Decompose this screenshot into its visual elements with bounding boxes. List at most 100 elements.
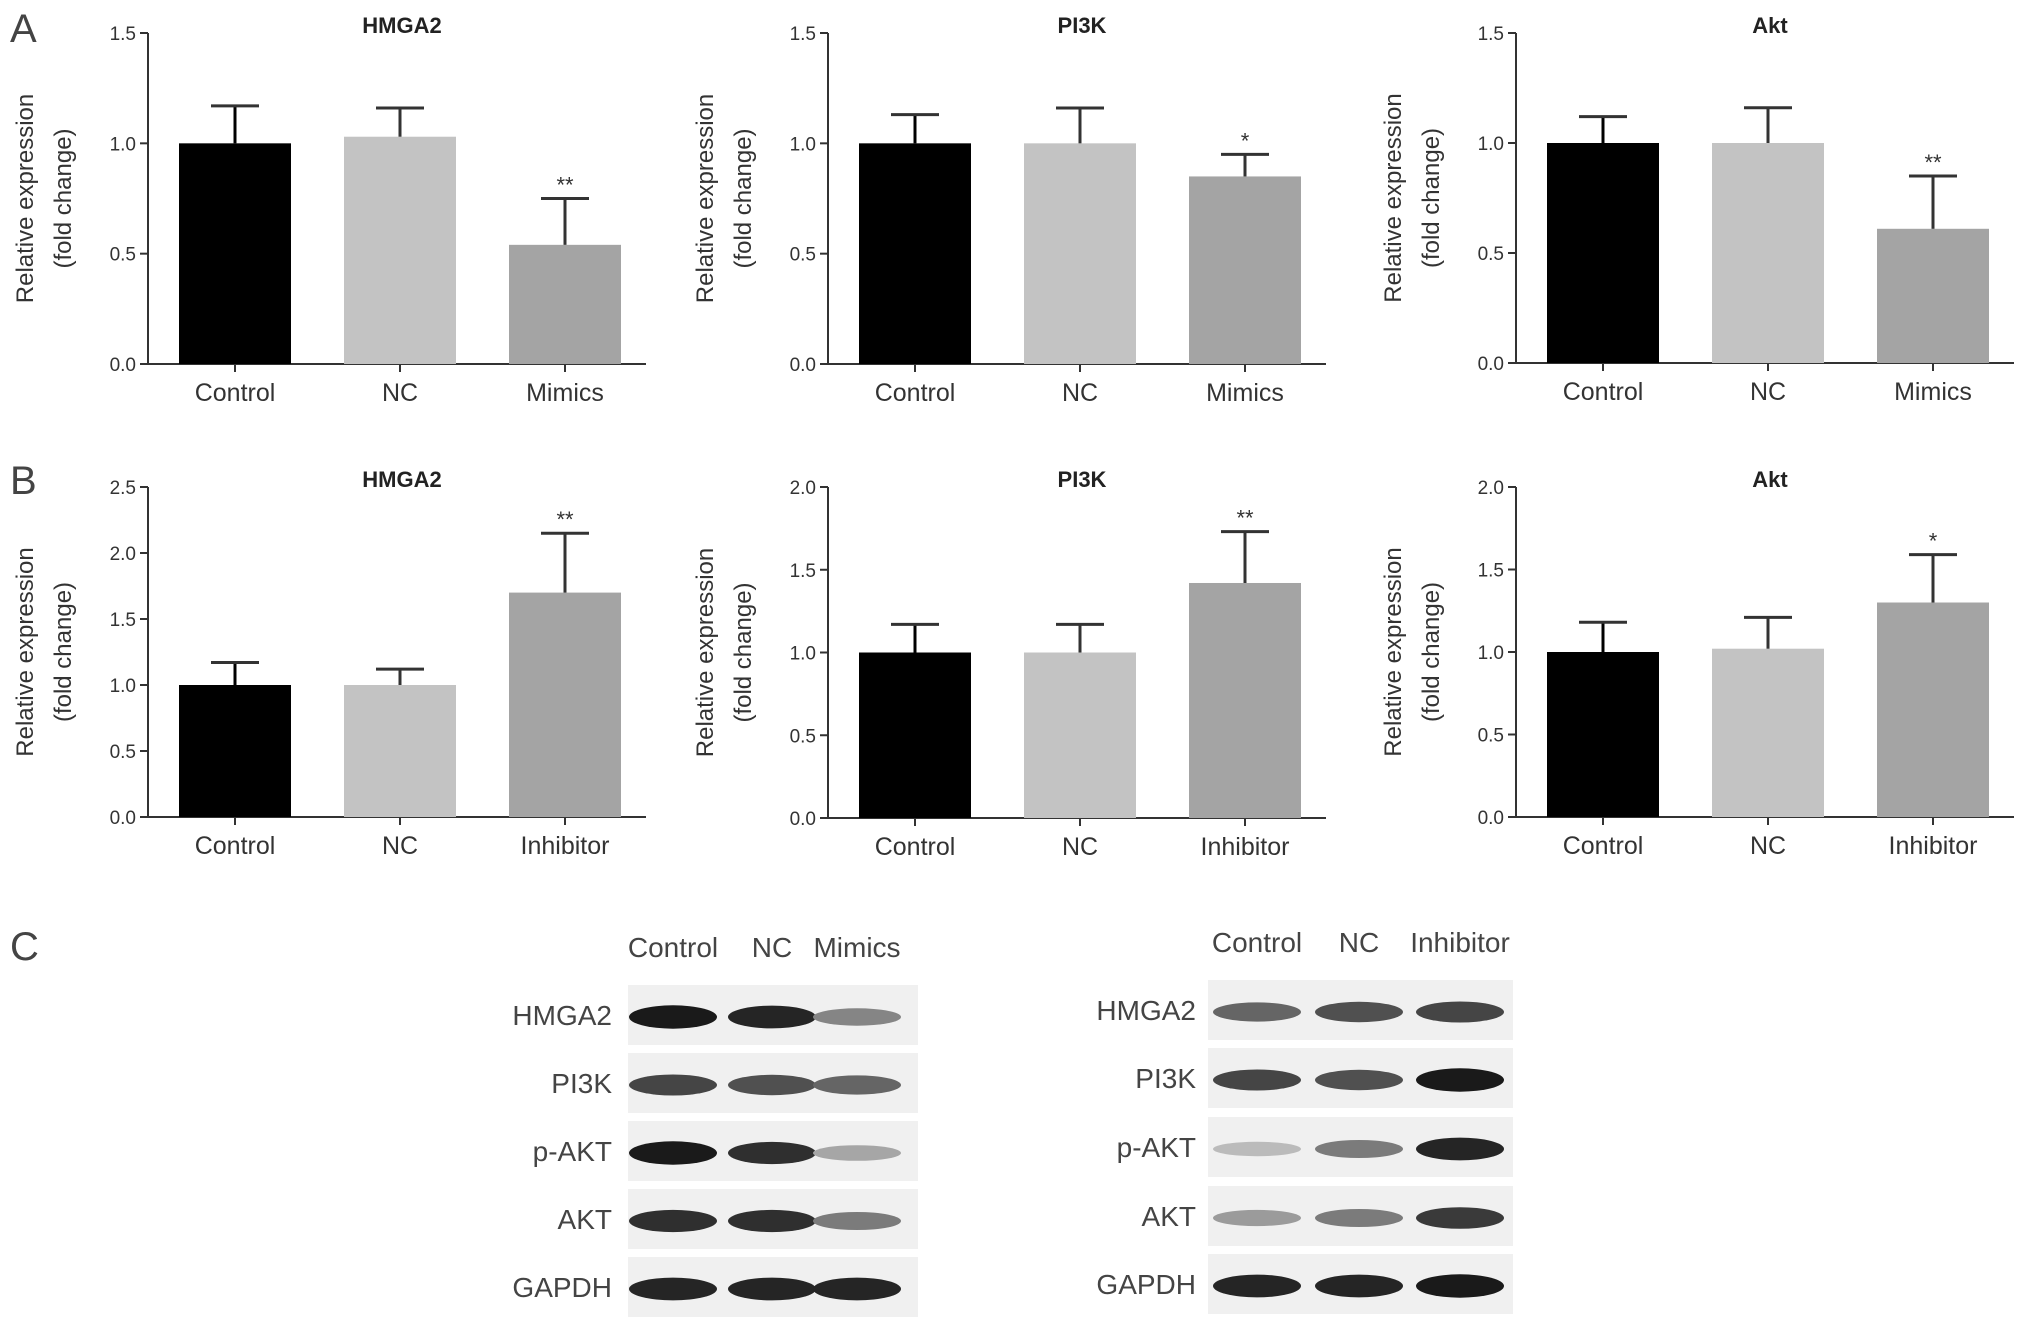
blot-band <box>629 1074 717 1096</box>
y-tick-label: 1.0 <box>110 134 136 155</box>
y-axis-label: Relative expression <box>692 548 719 757</box>
x-tick-label: Control <box>1563 832 1644 860</box>
bar <box>1877 228 1989 363</box>
y-tick-label: 0.0 <box>790 355 816 376</box>
blot-row-label: AKT <box>558 1204 612 1235</box>
significance-label: ** <box>1924 150 1942 175</box>
bar <box>1189 582 1301 818</box>
blot-band <box>1315 1209 1403 1227</box>
bar <box>509 592 621 817</box>
x-tick-label: Mimics <box>1206 379 1284 407</box>
blot-band <box>629 1005 717 1029</box>
blot-band <box>1315 1069 1403 1091</box>
chart-b-hmga2: HMGA2 Relative expression (fold change) 0.0… <box>12 467 646 860</box>
y-axis-label: Relative expression <box>692 94 719 303</box>
lane-label: Control <box>1212 927 1302 958</box>
x-tick-label: Control <box>195 832 276 860</box>
blot-band <box>629 1209 717 1233</box>
blot-band <box>1315 1001 1403 1023</box>
western-blots: Control NC MimicsHMGA2PI3Kp-AKTAKTGAPDHCon… <box>512 927 1513 1317</box>
x-tick-label: NC <box>1062 833 1098 861</box>
y-axis-label: (fold change) <box>1418 582 1445 722</box>
y-axis-label: (fold change) <box>730 128 757 268</box>
y-tick-label: 0.0 <box>1478 354 1504 375</box>
y-tick-label: 2.0 <box>790 478 816 499</box>
y-tick-label: 0.0 <box>1478 808 1504 829</box>
y-tick-label: 1.0 <box>790 134 816 155</box>
y-tick-label: 1.5 <box>790 561 816 582</box>
y-tick-label: 0.5 <box>1478 244 1504 265</box>
blot-band <box>1213 1274 1301 1298</box>
y-axis-label: Relative expression <box>12 94 39 303</box>
bar <box>1547 652 1659 817</box>
blot-band <box>1416 1068 1504 1092</box>
panel-label-b: B <box>10 459 37 503</box>
blot-band <box>1213 1209 1301 1227</box>
y-tick-label: 2.0 <box>110 544 136 565</box>
y-tick-label: 0.5 <box>790 726 816 747</box>
bar <box>509 244 621 364</box>
bar <box>1712 143 1824 363</box>
y-axis-label: Relative expression <box>12 547 39 756</box>
blot-row-label: p-AKT <box>533 1136 612 1167</box>
blot-2: Control NC Inhibitor HMGA2 PI3K p-AKT AKT GAPDH <box>1096 927 1513 1314</box>
blot-band <box>728 1005 816 1029</box>
chart-title: PI3K <box>1058 13 1107 38</box>
bar <box>859 652 971 818</box>
blot-band <box>813 1145 901 1161</box>
blot-row-label: HMGA2 <box>1096 995 1196 1026</box>
panel-label-a: A <box>10 7 37 51</box>
bar <box>1877 602 1989 817</box>
blot-band <box>728 1141 816 1165</box>
y-axis-label: (fold change) <box>50 582 77 722</box>
blot-band <box>1213 1141 1301 1157</box>
x-tick-label: Mimics <box>526 379 604 407</box>
y-tick-label: 2.5 <box>110 478 136 499</box>
lane-label: NC <box>752 932 792 963</box>
y-axis-label: (fold change) <box>730 582 757 722</box>
bar <box>1547 143 1659 363</box>
y-tick-label: 1.5 <box>1478 24 1504 45</box>
y-tick-label: 1.0 <box>1478 134 1504 155</box>
y-axis-label: (fold change) <box>1418 128 1445 268</box>
y-tick-label: 1.5 <box>790 24 816 45</box>
chart-b-akt: Akt Relative expression (fold change) 0.0 0.… <box>1380 467 2014 860</box>
significance-label: ** <box>1236 506 1254 531</box>
significance-label: * <box>1929 529 1938 554</box>
blot-band <box>1416 1274 1504 1298</box>
x-tick-label: Inhibitor <box>521 832 610 860</box>
blot-row-label: p-AKT <box>1117 1132 1196 1163</box>
bar <box>1189 176 1301 364</box>
blot-band <box>728 1209 816 1233</box>
x-tick-label: NC <box>1062 379 1098 407</box>
x-tick-label: Mimics <box>1894 378 1972 406</box>
x-tick-label: Control <box>875 379 956 407</box>
y-tick-label: 0.0 <box>110 355 136 376</box>
blot-band <box>813 1075 901 1095</box>
blot-1: Control NC Mimics HMGA2 PI3K p-AKT AKT GAPDH <box>512 932 918 1317</box>
x-tick-label: NC <box>1750 378 1786 406</box>
y-tick-label: 1.0 <box>790 644 816 665</box>
y-tick-label: 2.0 <box>1478 478 1504 499</box>
significance-label: ** <box>556 173 574 198</box>
y-tick-label: 0.5 <box>790 245 816 266</box>
y-tick-label: 0.0 <box>110 808 136 829</box>
y-axis-label: Relative expression <box>1380 93 1407 302</box>
x-tick-label: NC <box>1750 832 1786 860</box>
bar <box>344 685 456 817</box>
y-tick-label: 0.5 <box>110 245 136 266</box>
blot-band <box>728 1277 816 1301</box>
y-axis-label: Relative expression <box>1380 547 1407 756</box>
x-tick-label: NC <box>382 379 418 407</box>
x-tick-label: Inhibitor <box>1889 832 1978 860</box>
x-tick-label: Control <box>875 833 956 861</box>
blot-band <box>1213 1002 1301 1022</box>
blot-band <box>1315 1274 1403 1298</box>
y-tick-label: 1.0 <box>110 676 136 697</box>
chart-b-pi3k: PI3K Relative expression (fold change) 0.0 0… <box>692 467 1326 861</box>
blot-band <box>728 1074 816 1096</box>
blot-row-label: PI3K <box>551 1068 612 1099</box>
blot-band <box>813 1277 901 1301</box>
y-tick-label: 0.5 <box>110 742 136 763</box>
